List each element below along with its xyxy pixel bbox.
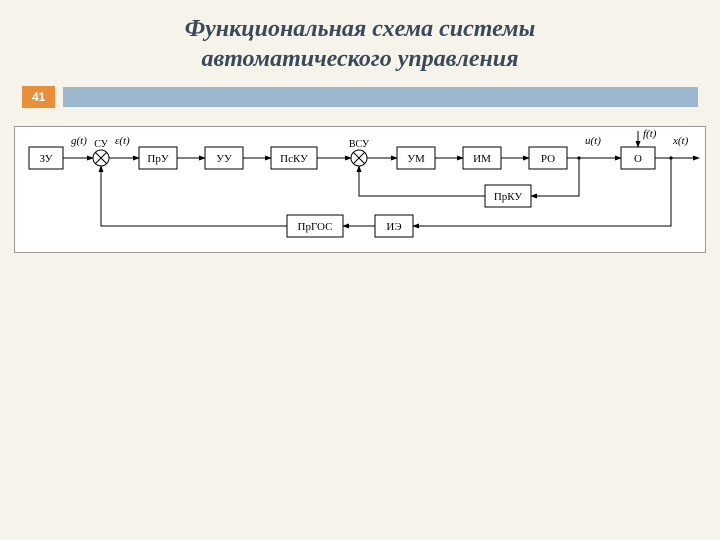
block-label-UU: УУ bbox=[216, 153, 232, 165]
block-label-PsKU: ПсКУ bbox=[280, 153, 308, 165]
block-label-IM: ИМ bbox=[473, 153, 491, 165]
accent-bar bbox=[63, 87, 698, 107]
block-label-PrGOS: ПрГОС bbox=[298, 221, 333, 233]
slide-number-badge: 41 bbox=[22, 86, 55, 108]
diagram-container: ЗУ ПрУ УУ ПсКУ УМ ИМ РО О ПрКУ ИЭ ПрГОС СУ ВСУ g(t) ε(… bbox=[14, 126, 706, 253]
edge-PrGOS-SU bbox=[101, 166, 287, 226]
block-label-PrKU: ПрКУ bbox=[494, 191, 523, 203]
sum-label-VSU: ВСУ bbox=[349, 139, 370, 150]
sum-label-SU: СУ bbox=[94, 139, 109, 150]
signal-f: f(t) bbox=[643, 128, 657, 140]
block-label-IE: ИЭ bbox=[386, 221, 401, 233]
page-title: Функциональная схема системы автоматичес… bbox=[0, 0, 720, 80]
block-label-PrU: ПрУ bbox=[147, 153, 168, 165]
tap_u bbox=[577, 156, 580, 159]
block-label-RO: РО bbox=[541, 153, 555, 165]
block-label-ZU: ЗУ bbox=[39, 153, 52, 165]
signal-u: u(t) bbox=[585, 135, 601, 147]
signal-x: x(t) bbox=[672, 135, 689, 147]
title-line-1: Функциональная схема системы bbox=[185, 16, 536, 42]
tap_x bbox=[669, 156, 672, 159]
block-label-O: О bbox=[634, 153, 642, 165]
title-line-2: автоматического управления bbox=[201, 46, 518, 72]
edge-PrKU-VSU bbox=[359, 166, 485, 196]
signal-g: g(t) bbox=[71, 135, 87, 147]
block-label-UM: УМ bbox=[407, 153, 425, 165]
signal-eps: ε(t) bbox=[115, 135, 130, 147]
header-bar: 41 bbox=[0, 86, 720, 108]
block-diagram: ЗУ ПрУ УУ ПсКУ УМ ИМ РО О ПрКУ ИЭ ПрГОС СУ ВСУ g(t) ε(… bbox=[15, 127, 705, 247]
